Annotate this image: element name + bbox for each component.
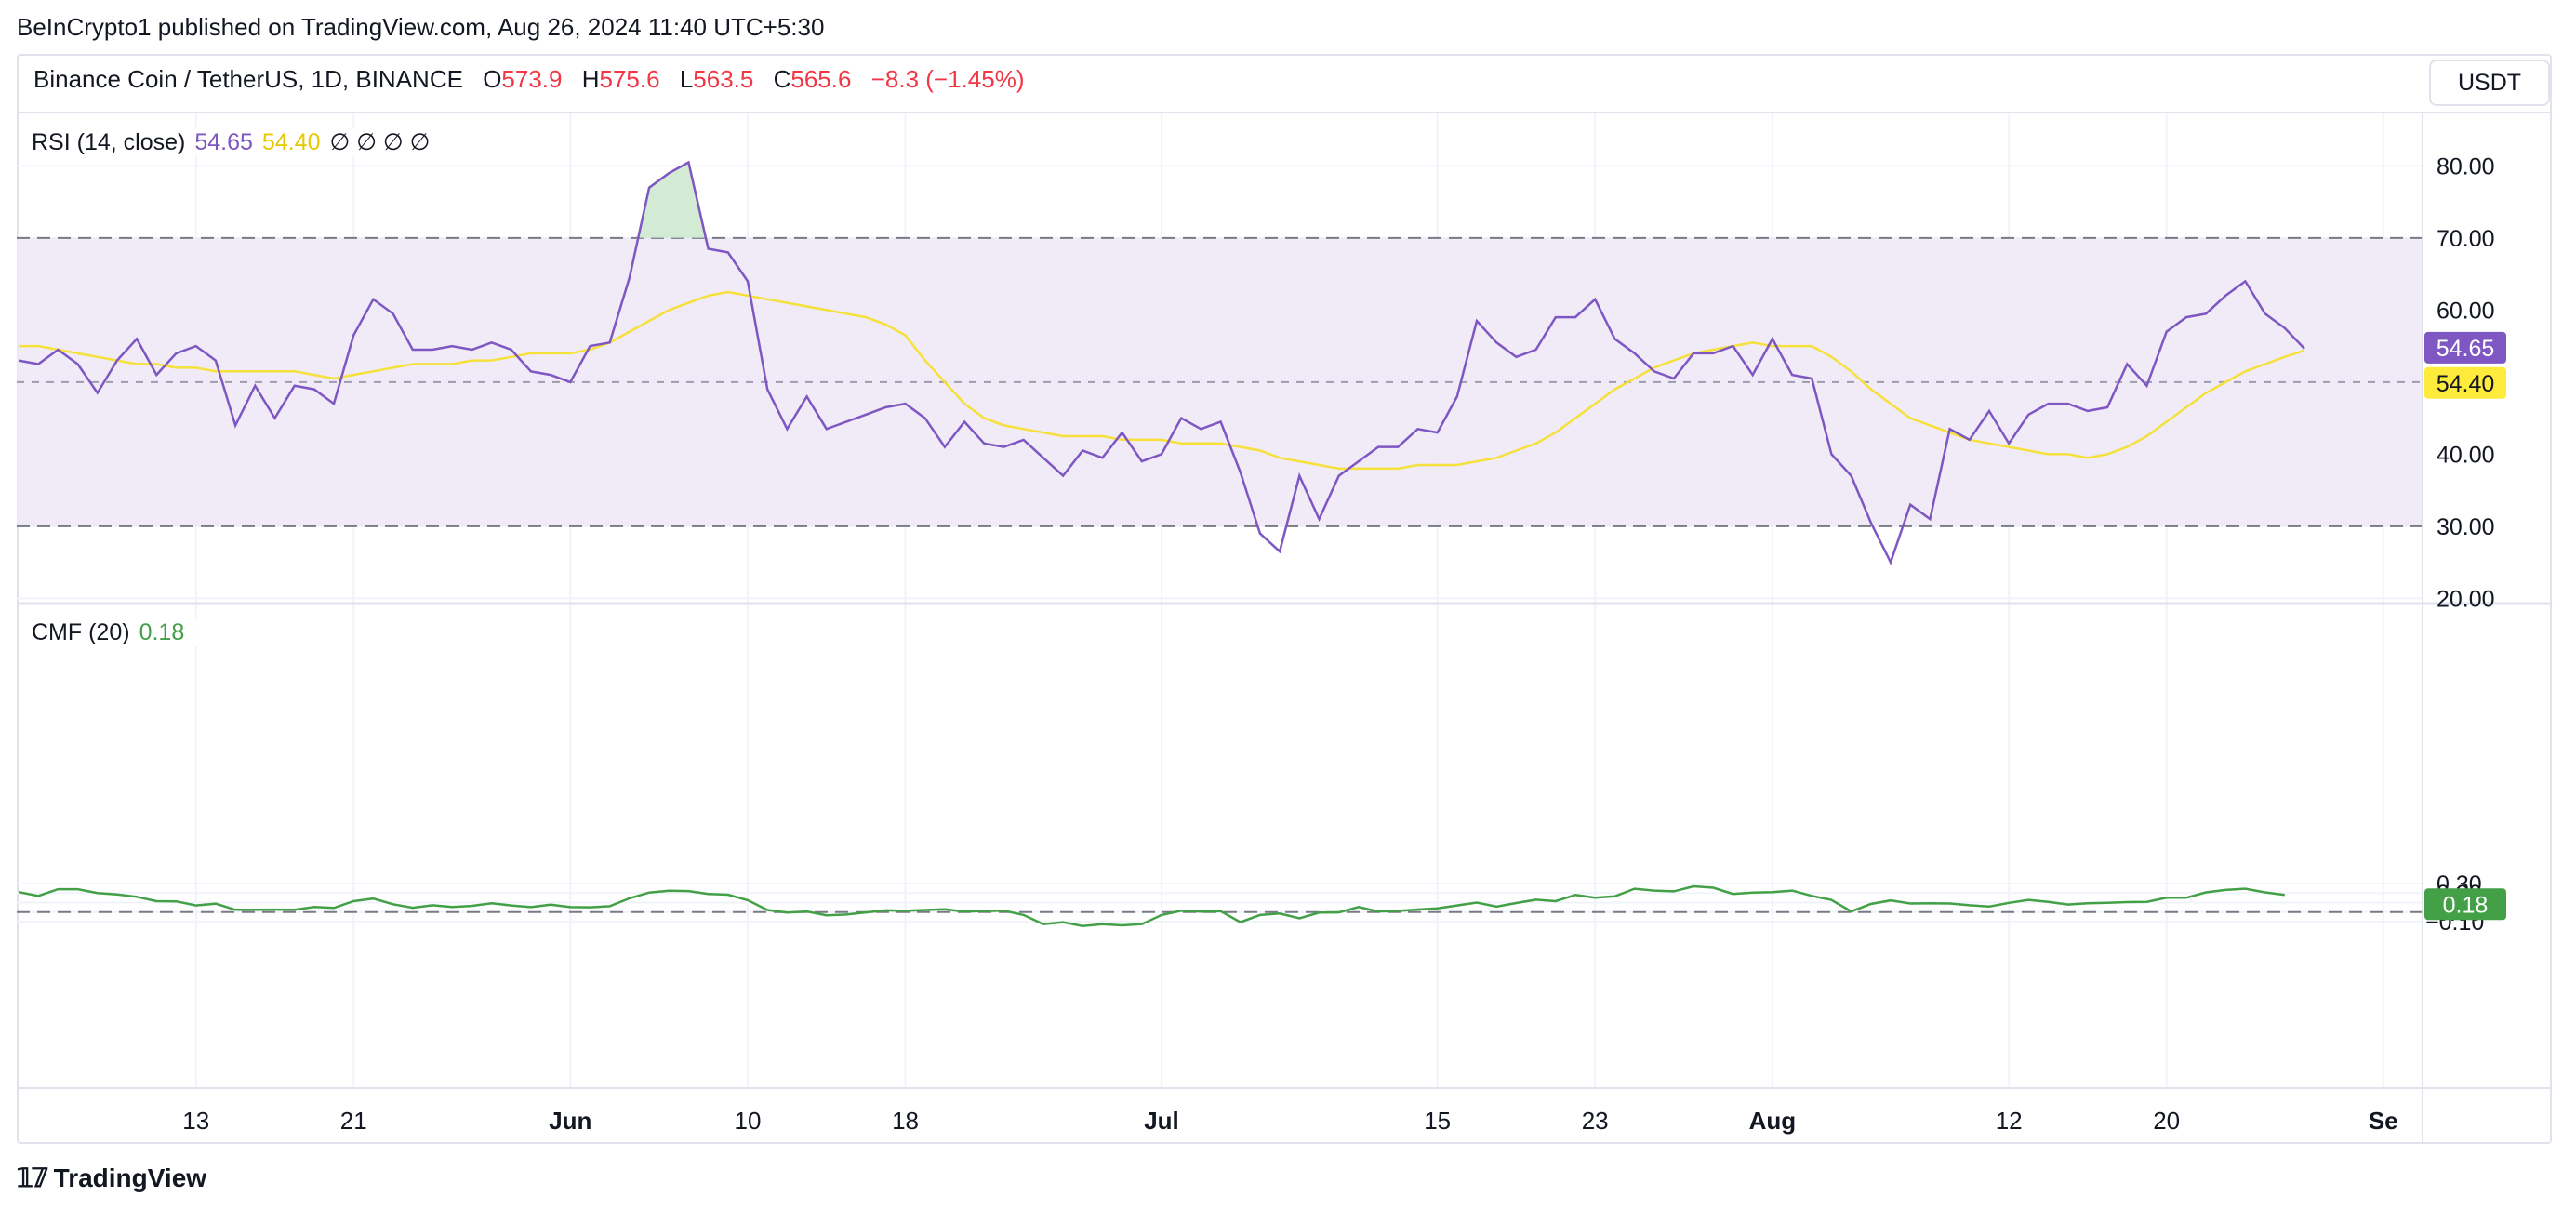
rsi-legend-hidden-marks: ∅ ∅ ∅ ∅ [329,129,431,155]
cmf-last-value-badge-bg [2424,888,2506,921]
rsi-ma-last-value-badge-bg [2424,366,2506,399]
rsi-ma-last-value-badge: 54.40 [2437,371,2495,397]
high-value: 575.6 [599,65,660,93]
x-tick-7: 23 [1582,1107,1609,1135]
cmf-legend[interactable]: CMF (20) 0.18 [28,619,198,646]
x-tick-4: 18 [892,1107,919,1135]
rsi-y-tick-2: 40.00 [2437,442,2495,468]
last-value-badges: 54.65 54.40 0.18 [2424,331,2506,921]
x-tick-10: 20 [2153,1107,2180,1135]
close-value: 565.6 [790,65,852,93]
low-value: 563.5 [693,65,754,93]
rsi-ma-line [19,290,2305,471]
cmf-legend-name: CMF (20) [32,619,130,645]
x-tick-8: Aug [1749,1107,1797,1135]
rsi-legend-value: 54.65 [194,129,253,155]
rsi-band-background [17,237,2423,526]
header-separator [17,112,2552,113]
rsi-legend[interactable]: RSI (14, close) 54.65 54.40 ∅ ∅ ∅ ∅ [28,128,444,156]
published-by-text: BeInCrypto1 published on TradingView.com… [17,13,825,41]
rsi-y-tick-5: 70.00 [2437,226,2495,252]
x-tick-0: 13 [182,1107,209,1135]
currency-button[interactable]: USDT [2429,60,2550,106]
rsi-line [18,160,2305,565]
rsi-y-tick-1: 30.00 [2437,514,2495,540]
tradingview-logo-icon: 𝟙𝟟 [17,1163,48,1192]
rsi-y-tick-6: 80.00 [2437,153,2495,179]
open-label: O [483,65,502,93]
x-tick-6: 15 [1424,1107,1451,1135]
x-tick-1: 21 [340,1107,367,1135]
cmf-line [18,884,2285,927]
rsi-legend-ma-value: 54.40 [261,129,321,155]
rsi-y-tick-0: 20.00 [2437,586,2495,612]
x-tick-2: Jun [549,1107,591,1135]
x-tick-11: Se [2369,1107,2398,1135]
rsi-legend-name: RSI (14, close) [32,129,186,155]
rsi-overbought-fill [638,162,706,238]
rsi-band-lines [17,236,2423,527]
rsi-last-value-badge-bg [2424,331,2506,364]
tradingview-brand: TradingView [53,1162,207,1192]
tradingview-footer[interactable]: 𝟙𝟟 TradingView [17,1162,206,1193]
x-tick-5: Jul [1144,1107,1179,1135]
symbol-name[interactable]: Binance Coin / TetherUS, 1D, BINANCE [33,65,463,93]
low-label: L [679,65,694,93]
cmf-last-value-badge: 0.18 [2443,892,2489,918]
high-label: H [581,65,600,93]
rsi-y-tick-4: 60.00 [2437,298,2495,324]
change-value: −8.3 (−1.45%) [870,65,1025,93]
x-tick-3: 10 [735,1107,762,1135]
rsi-last-value-badge: 54.65 [2437,336,2495,362]
x-tick-9: 12 [1996,1107,2023,1135]
cmf-legend-value: 0.18 [139,619,185,645]
time-axis: 13 21 Jun 10 18 Jul 15 23 Aug 12 20 Se [182,1107,2397,1135]
open-value: 573.9 [501,65,563,93]
close-label: C [773,65,791,93]
symbol-header: Binance Coin / TetherUS, 1D, BINANCE O57… [33,65,1024,94]
